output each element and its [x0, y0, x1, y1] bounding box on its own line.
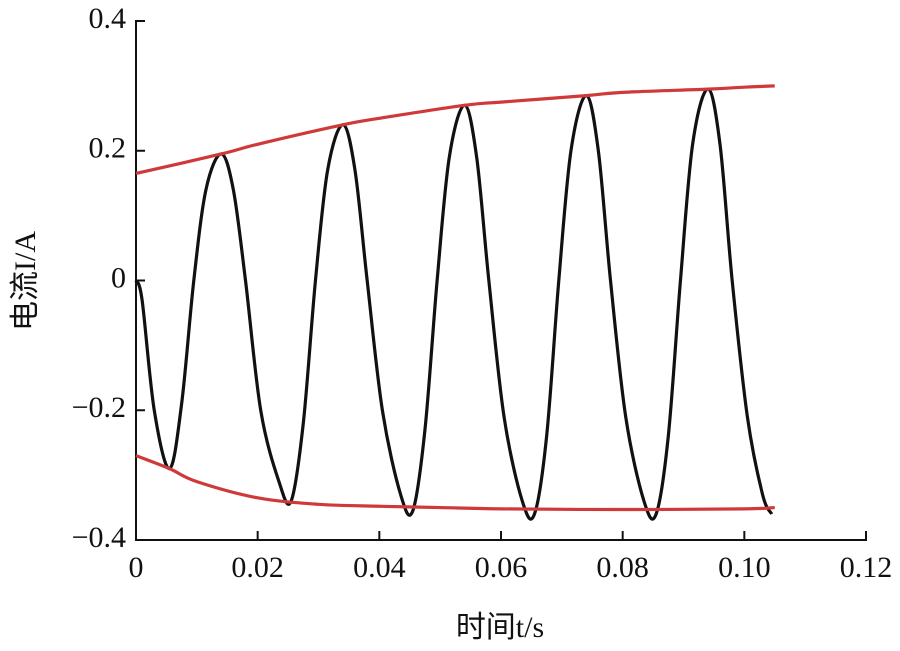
data-line	[134, 87, 774, 521]
x-axis-label: 时间t/s	[456, 611, 544, 644]
x-tick-label: 0.04	[353, 551, 406, 584]
y-tick-label: 0.4	[89, 2, 127, 35]
x-tick-label: 0.12	[840, 551, 893, 584]
y-tick-label: 0	[111, 261, 126, 294]
data-line	[135, 84, 775, 176]
y-tick-label: −0.2	[72, 391, 126, 424]
x-tick-label: 0.08	[596, 551, 649, 584]
x-tick-label: 0.10	[718, 551, 771, 584]
x-tick-label: 0.06	[475, 551, 528, 584]
x-tick-label: 0	[129, 551, 144, 584]
y-tick-label: −0.4	[72, 521, 126, 554]
data-line	[135, 454, 775, 512]
x-tick-label: 0.02	[231, 551, 284, 584]
y-axis-label: 电流I/A	[9, 231, 42, 331]
y-tick-label: 0.2	[89, 132, 127, 165]
